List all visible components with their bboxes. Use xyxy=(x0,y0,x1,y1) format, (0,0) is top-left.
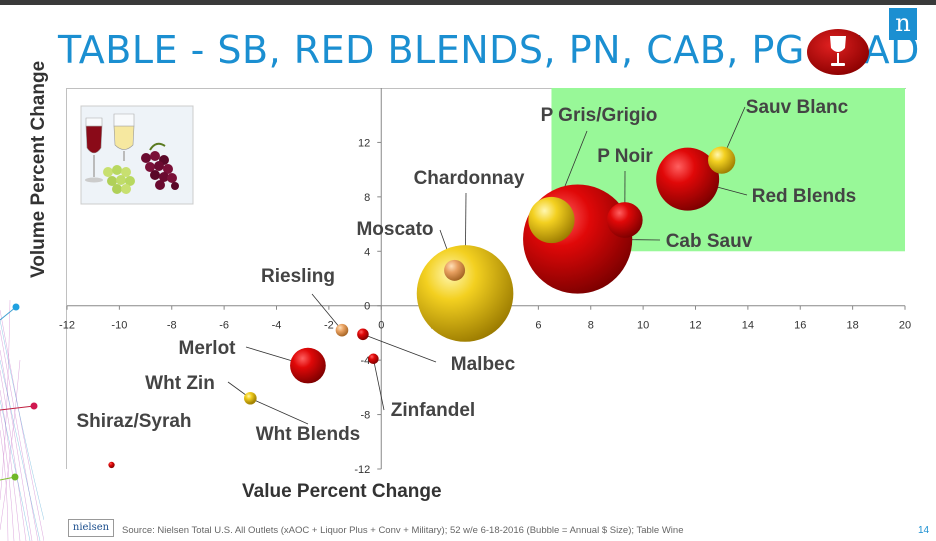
x-axis-label: Value Percent Change xyxy=(242,481,442,502)
bubble-p-noir xyxy=(606,202,643,238)
y-tick-label: -12 xyxy=(354,464,370,476)
y-tick-label: 0 xyxy=(364,301,370,313)
bubble-moscato xyxy=(444,259,466,281)
decorative-mesh xyxy=(0,300,44,541)
x-tick-label: 6 xyxy=(535,320,541,332)
leader-malbec xyxy=(362,333,437,363)
x-tick-label: 20 xyxy=(899,320,911,332)
y-tick-label: 4 xyxy=(364,246,370,258)
point-label-moscato: Moscato xyxy=(356,219,433,240)
x-tick-label: -2 xyxy=(324,320,334,332)
point-label-riesling: Riesling xyxy=(261,266,335,287)
x-tick-label: -8 xyxy=(167,320,177,332)
bubble-riesling xyxy=(335,323,349,337)
nielsen-footer-logo: nielsen xyxy=(68,519,114,537)
point-label-zinfandel: Zinfandel xyxy=(391,400,475,421)
bubble-sauv-blanc xyxy=(708,146,736,174)
bubble-shiraz-syrah xyxy=(108,461,115,469)
bubble-red-blends xyxy=(656,147,720,211)
x-tick-label: 14 xyxy=(742,320,754,332)
y-tick-label: 8 xyxy=(364,192,370,204)
wine-grapes-image xyxy=(80,105,194,205)
x-tick-label: 0 xyxy=(378,320,384,332)
point-label-shiraz-syrah: Shiraz/Syrah xyxy=(76,411,191,432)
bubble-wht-blends xyxy=(245,392,256,404)
x-tick-label: -10 xyxy=(111,320,127,332)
top-bar xyxy=(0,0,936,5)
bubble-zinfandel xyxy=(368,353,379,365)
chart-frame xyxy=(66,88,906,469)
bubble-chardonnay xyxy=(416,245,514,342)
point-label-wht-blends: Wht Blends xyxy=(256,424,361,445)
source-note: Source: Nielsen Total U.S. All Outlets (… xyxy=(122,525,684,536)
x-tick-label: 10 xyxy=(637,320,649,332)
nielsen-logo: n xyxy=(889,8,917,40)
bubble-p-gris-grigio xyxy=(528,196,575,244)
point-label-p-gris-grigio: P Gris/Grigio xyxy=(541,105,658,126)
x-tick-label: 16 xyxy=(794,320,806,332)
point-label-red-blends: Red Blends xyxy=(752,186,857,207)
y-tick-label: 12 xyxy=(358,137,370,149)
point-label-wht-zin: Wht Zin xyxy=(145,373,215,394)
point-label-p-noir: P Noir xyxy=(597,146,653,167)
leader-wht-blends xyxy=(250,397,309,425)
wine-glass-icon xyxy=(807,29,869,75)
point-label-chardonnay: Chardonnay xyxy=(414,168,525,189)
point-label-malbec: Malbec xyxy=(451,354,516,375)
y-tick-label: -4 xyxy=(360,355,370,367)
x-tick-label: 12 xyxy=(689,320,701,332)
x-tick-label: -4 xyxy=(272,320,282,332)
y-tick-label: -8 xyxy=(360,410,370,422)
point-label-sauv-blanc: Sauv Blanc xyxy=(746,97,849,118)
bubble-malbec xyxy=(357,328,369,341)
x-tick-label: 8 xyxy=(588,320,594,332)
bubble-merlot xyxy=(290,347,326,384)
point-label-cab-sauv: Cab Sauv xyxy=(666,231,753,252)
y-axis-label: Volume Percent Change xyxy=(28,60,49,278)
x-tick-label: -6 xyxy=(219,320,229,332)
page-title: TABLE - SB, RED BLENDS, PN, CAB, PG LEAD xyxy=(58,28,920,72)
point-label-merlot: Merlot xyxy=(179,338,237,359)
page-number: 14 xyxy=(918,525,930,536)
leader-zinfandel xyxy=(373,358,385,411)
leader-riesling xyxy=(311,293,343,331)
x-tick-label: 18 xyxy=(847,320,859,332)
x-tick-label: -12 xyxy=(59,320,75,332)
